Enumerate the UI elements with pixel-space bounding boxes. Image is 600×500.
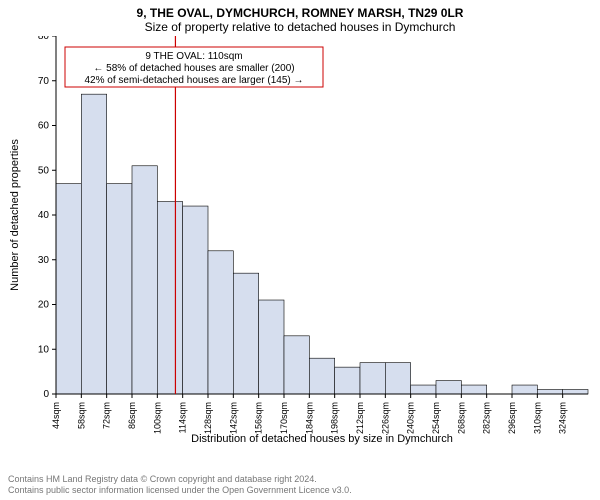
svg-text:268sqm: 268sqm (456, 402, 466, 434)
svg-text:40: 40 (38, 210, 50, 221)
svg-text:44sqm: 44sqm (51, 402, 61, 429)
svg-text:170sqm: 170sqm (279, 402, 289, 434)
histogram-bar (385, 363, 410, 394)
histogram-bar (309, 358, 334, 394)
callout-line-1: 9 THE OVAL: 110sqm (145, 51, 242, 62)
svg-text:184sqm: 184sqm (304, 402, 314, 434)
histogram-bar (81, 94, 106, 394)
histogram-bar (183, 206, 208, 394)
svg-text:80: 80 (38, 36, 50, 42)
histogram-bar (132, 166, 157, 394)
svg-text:212sqm: 212sqm (355, 402, 365, 434)
callout-line-2: ← 58% of detached houses are smaller (20… (93, 63, 294, 74)
histogram-bar (512, 385, 537, 394)
chart-container: 9, THE OVAL, DYMCHURCH, ROMNEY MARSH, TN… (0, 0, 600, 500)
svg-text:226sqm: 226sqm (380, 402, 390, 434)
histogram-chart: 0 10 20 30 40 50 60 70 80 44sqm 58sqm 72sqm 86sqm 100… (0, 36, 600, 446)
y-axis-label: Number of detached properties (9, 139, 21, 291)
svg-text:142sqm: 142sqm (228, 402, 238, 434)
histogram-bar (208, 251, 233, 394)
svg-text:324sqm: 324sqm (558, 402, 568, 434)
x-axis-label: Distribution of detached houses by size … (191, 433, 453, 445)
svg-text:86sqm: 86sqm (127, 402, 137, 429)
histogram-bar (56, 184, 81, 394)
svg-text:254sqm: 254sqm (431, 402, 441, 434)
footer-line-1: Contains HM Land Registry data © Crown c… (8, 474, 352, 485)
svg-text:10: 10 (38, 344, 50, 355)
svg-text:0: 0 (43, 389, 49, 400)
histogram-bar (259, 300, 284, 394)
svg-text:114sqm: 114sqm (178, 402, 188, 433)
histogram-bar (411, 385, 436, 394)
svg-text:72sqm: 72sqm (102, 402, 112, 429)
svg-text:310sqm: 310sqm (532, 402, 542, 434)
svg-text:240sqm: 240sqm (406, 402, 416, 434)
histogram-bar (335, 367, 360, 394)
histogram-bar (233, 273, 258, 394)
svg-text:58sqm: 58sqm (76, 402, 86, 429)
histogram-bar (107, 184, 132, 394)
svg-text:50: 50 (38, 165, 50, 176)
svg-text:20: 20 (38, 300, 50, 311)
histogram-bar (284, 336, 309, 394)
histogram-bar (461, 385, 486, 394)
svg-text:296sqm: 296sqm (507, 402, 517, 434)
footer-line-2: Contains public sector information licen… (8, 485, 352, 496)
callout-line-3: 42% of semi-detached houses are larger (… (84, 75, 303, 86)
chart-title-sub: Size of property relative to detached ho… (0, 20, 600, 36)
histogram-bar (563, 390, 588, 394)
histogram-bar (157, 202, 182, 394)
chart-title-main: 9, THE OVAL, DYMCHURCH, ROMNEY MARSH, TN… (0, 0, 600, 20)
svg-text:100sqm: 100sqm (152, 402, 162, 434)
svg-text:156sqm: 156sqm (254, 402, 264, 434)
svg-text:128sqm: 128sqm (203, 402, 213, 434)
histogram-bar (360, 363, 385, 394)
svg-text:70: 70 (38, 76, 50, 87)
histogram-bar (537, 390, 562, 394)
svg-text:60: 60 (38, 121, 50, 132)
svg-text:282sqm: 282sqm (482, 402, 492, 434)
histogram-bar (436, 381, 461, 394)
footer-attribution: Contains HM Land Registry data © Crown c… (8, 474, 352, 496)
svg-text:30: 30 (38, 255, 50, 266)
svg-text:198sqm: 198sqm (330, 402, 340, 434)
